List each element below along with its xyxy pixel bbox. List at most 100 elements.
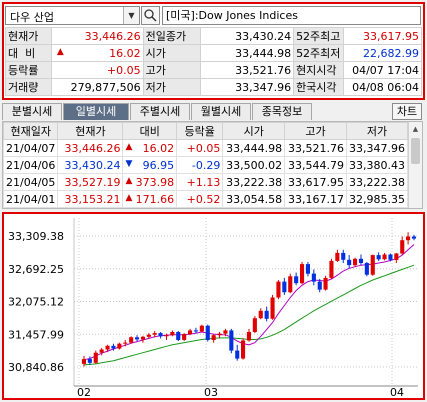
candle-body <box>400 240 405 254</box>
cell-close: 33,527.19 <box>57 173 124 191</box>
candle-body <box>394 253 399 260</box>
candle-body <box>300 264 305 284</box>
cell-high: 33,617.95 <box>284 173 347 191</box>
quote-table: 현재가 33,446.26 전일종가 33,430.24 52주최고 33,61… <box>5 27 422 96</box>
col-header-change[interactable]: 대비 <box>122 122 178 140</box>
tab-item-info[interactable]: 종목정보 <box>252 103 312 120</box>
volume-value: 279,877,506 <box>50 78 144 96</box>
candle-body <box>199 325 204 332</box>
candle-body <box>305 264 310 274</box>
label-52w-high: 52주최고 <box>293 27 345 45</box>
col-header-change-rate[interactable]: 등락율 <box>176 122 224 140</box>
candle-body <box>211 335 216 340</box>
table-row[interactable]: 21/04/07 33,446.26 ▲ 16.02 +0.05 33,444.9… <box>3 139 409 157</box>
y-tick-label: 32,075.12 <box>8 296 64 309</box>
candle-body <box>270 297 275 319</box>
candle-body <box>411 236 416 239</box>
candle-body <box>158 333 163 337</box>
quote-row: 거래량 279,877,506 저가 33,347.96 한국시각 04/08 … <box>5 78 422 96</box>
candle-body <box>294 276 299 284</box>
col-header-open[interactable]: 시가 <box>222 122 286 140</box>
cell-open: 33,054.58 <box>222 190 286 208</box>
candle-body <box>111 345 116 349</box>
search-button[interactable] <box>141 6 160 25</box>
col-header-close[interactable]: 현재가 <box>57 122 124 140</box>
cell-change: ▲ 171.66 <box>122 190 178 208</box>
candle-body <box>135 337 140 340</box>
y-tick-label: 30,840.86 <box>8 361 64 374</box>
cell-change: ▲ 16.02 <box>122 139 178 157</box>
col-header-low[interactable]: 저가 <box>345 122 409 140</box>
candle-body <box>205 325 210 340</box>
candle-body <box>87 359 92 363</box>
candle-body <box>276 281 281 298</box>
chart-button[interactable]: 차트 <box>392 103 422 120</box>
chart-background <box>4 214 423 398</box>
cell-close: 33,430.24 <box>57 156 124 174</box>
candlestick-chart[interactable]: 33,309.38 32,692.25 32,075.12 31,457.99 30,8… <box>4 214 423 398</box>
cell-date: 21/04/01 <box>3 190 59 208</box>
candle-body <box>223 330 228 334</box>
symbol-value: 다우 산업 <box>10 11 54 24</box>
quote-row: 등락률 +0.05 고가 33,521.76 현지시각 04/07 17:04 <box>5 61 422 79</box>
candle-body <box>105 345 110 350</box>
scrollbar-thumb[interactable] <box>411 138 420 164</box>
tab-bar: 분별시세 일별시세 주별시세 월별시세 종목정보 차트 <box>2 103 423 120</box>
label-high: 고가 <box>142 61 202 79</box>
price-chart-panel: 33,309.38 32,692.25 32,075.12 31,457.99 30,8… <box>2 212 425 400</box>
table-row[interactable]: 21/04/06 33,430.24 ▼ 96.95 -0.29 33,500.0… <box>3 156 409 174</box>
table-row[interactable]: 21/04/01 33,153.21 ▲ 171.66 +0.52 33,054.… <box>3 190 409 208</box>
ma-short-line <box>83 244 415 361</box>
candle-body <box>123 342 128 344</box>
candle-body <box>376 255 381 260</box>
cell-change-value: 96.95 <box>142 158 175 172</box>
candle-body <box>241 340 246 359</box>
candle-body <box>347 259 352 266</box>
candle-body <box>311 273 316 282</box>
symbol-select[interactable]: 다우 산업 ▼ <box>5 6 140 25</box>
candle-body <box>335 252 340 261</box>
cell-change-value: 171.66 <box>135 192 175 206</box>
chevron-down-icon[interactable]: ▼ <box>123 7 139 24</box>
candle-body <box>176 332 181 340</box>
label-open: 시가 <box>142 44 202 62</box>
cell-low: 33,380.43 <box>345 156 409 174</box>
candle-body <box>258 310 263 319</box>
candle-body <box>81 359 86 364</box>
candle-body <box>282 281 287 293</box>
candle-body <box>170 332 175 336</box>
candle-body <box>117 343 122 349</box>
scroll-up-icon[interactable]: ▲ <box>412 125 419 133</box>
candle-body <box>323 277 328 290</box>
candle-body <box>353 258 358 266</box>
cell-change-value: 373.98 <box>135 175 175 189</box>
low-value: 33,347.96 <box>200 78 295 96</box>
local-time-value: 04/07 17:04 <box>343 61 422 79</box>
label-volume: 거래량 <box>5 78 52 96</box>
candle-body <box>406 236 411 241</box>
change-rate-value: +0.05 <box>50 61 144 79</box>
col-header-date[interactable]: 현재일자 <box>3 122 59 140</box>
vertical-scrollbar[interactable]: ▲ <box>408 122 422 208</box>
candle-body <box>288 276 293 293</box>
label-change: 대 비 <box>5 44 52 62</box>
x-tick-label: 03 <box>204 386 218 398</box>
table-row[interactable]: 21/04/05 33,527.19 ▲ 373.98 +1.13 33,222.… <box>3 173 409 191</box>
candle-body <box>252 318 257 332</box>
up-triangle-icon: ▲ <box>125 175 133 186</box>
tab-monthly-quotes[interactable]: 월별시세 <box>191 103 251 120</box>
tab-daily-quotes[interactable]: 일별시세 <box>63 103 129 120</box>
cell-high: 33,521.76 <box>284 139 347 157</box>
cell-change: ▲ 373.98 <box>122 173 178 191</box>
candle-body <box>370 255 375 275</box>
tab-weekly-quotes[interactable]: 주별시세 <box>130 103 190 120</box>
cell-open: 33,500.02 <box>222 156 286 174</box>
y-tick-label: 33,309.38 <box>8 230 64 243</box>
candle-body <box>382 254 387 260</box>
tab-minute-quotes[interactable]: 분별시세 <box>2 103 62 120</box>
high-value: 33,521.76 <box>200 61 295 79</box>
label-prev-close: 전일종가 <box>142 27 202 45</box>
candle-body <box>99 349 104 353</box>
col-header-high[interactable]: 고가 <box>284 122 347 140</box>
candle-body <box>264 310 269 319</box>
